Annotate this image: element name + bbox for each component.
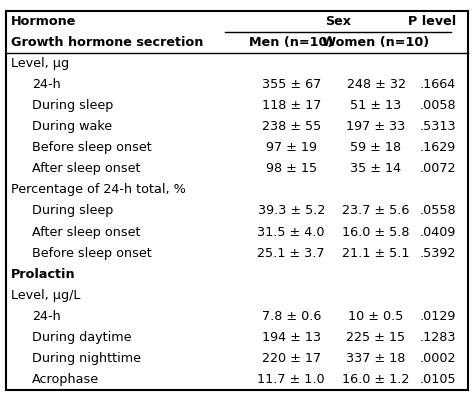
Text: .0072: .0072	[419, 162, 456, 175]
Text: .0129: .0129	[420, 310, 456, 323]
Text: After sleep onset: After sleep onset	[32, 162, 140, 175]
Text: After sleep onset: After sleep onset	[32, 225, 140, 239]
Text: .5313: .5313	[419, 120, 456, 133]
Text: 16.0 ± 1.2: 16.0 ± 1.2	[342, 373, 410, 385]
Text: .1664: .1664	[420, 78, 456, 91]
Text: Level, μg: Level, μg	[11, 57, 69, 70]
Text: Acrophase: Acrophase	[32, 373, 99, 385]
Text: 194 ± 13: 194 ± 13	[262, 331, 321, 344]
Text: 21.1 ± 5.1: 21.1 ± 5.1	[342, 247, 410, 260]
Text: 238 ± 55: 238 ± 55	[262, 120, 321, 133]
Text: 11.7 ± 1.0: 11.7 ± 1.0	[257, 373, 325, 385]
Text: Men (n=10): Men (n=10)	[249, 36, 333, 49]
Text: .1629: .1629	[420, 141, 456, 154]
Text: 35 ± 14: 35 ± 14	[350, 162, 401, 175]
Text: Sex: Sex	[325, 15, 351, 28]
Text: 337 ± 18: 337 ± 18	[346, 352, 406, 365]
Text: 23.7 ± 5.6: 23.7 ± 5.6	[342, 204, 410, 218]
Text: 98 ± 15: 98 ± 15	[265, 162, 317, 175]
Text: 7.8 ± 0.6: 7.8 ± 0.6	[262, 310, 321, 323]
Text: .1283: .1283	[419, 331, 456, 344]
Text: 197 ± 33: 197 ± 33	[346, 120, 406, 133]
Text: 355 ± 67: 355 ± 67	[262, 78, 321, 91]
Text: 39.3 ± 5.2: 39.3 ± 5.2	[257, 204, 325, 218]
Text: .0409: .0409	[420, 225, 456, 239]
Text: .0002: .0002	[419, 352, 456, 365]
Text: Prolactin: Prolactin	[11, 268, 75, 281]
Text: Before sleep onset: Before sleep onset	[32, 247, 152, 260]
Text: 97 ± 19: 97 ± 19	[266, 141, 317, 154]
Text: Growth hormone secretion: Growth hormone secretion	[11, 36, 203, 49]
Text: 51 ± 13: 51 ± 13	[350, 99, 401, 112]
Text: 10 ± 0.5: 10 ± 0.5	[348, 310, 404, 323]
Text: .0105: .0105	[419, 373, 456, 385]
Text: 16.0 ± 5.8: 16.0 ± 5.8	[342, 225, 410, 239]
Text: P level: P level	[408, 15, 456, 28]
Text: 220 ± 17: 220 ± 17	[262, 352, 321, 365]
Text: 24-h: 24-h	[32, 78, 61, 91]
Text: 31.5 ± 4.0: 31.5 ± 4.0	[257, 225, 325, 239]
Text: 25.1 ± 3.7: 25.1 ± 3.7	[257, 247, 325, 260]
Text: 248 ± 32: 248 ± 32	[346, 78, 406, 91]
Text: During sleep: During sleep	[32, 99, 113, 112]
Text: 24-h: 24-h	[32, 310, 61, 323]
Text: .0558: .0558	[419, 204, 456, 218]
Text: .0058: .0058	[419, 99, 456, 112]
Text: 225 ± 15: 225 ± 15	[346, 331, 406, 344]
Text: During wake: During wake	[32, 120, 112, 133]
Text: Percentage of 24-h total, %: Percentage of 24-h total, %	[11, 183, 186, 197]
Text: 59 ± 18: 59 ± 18	[350, 141, 401, 154]
Text: Level, μg/L: Level, μg/L	[11, 289, 80, 302]
Text: During sleep: During sleep	[32, 204, 113, 218]
Text: During nighttime: During nighttime	[32, 352, 141, 365]
Text: 118 ± 17: 118 ± 17	[262, 99, 321, 112]
Text: During daytime: During daytime	[32, 331, 131, 344]
Text: Women (n=10): Women (n=10)	[322, 36, 429, 49]
Text: Before sleep onset: Before sleep onset	[32, 141, 152, 154]
Text: Hormone: Hormone	[11, 15, 76, 28]
Text: .5392: .5392	[420, 247, 456, 260]
